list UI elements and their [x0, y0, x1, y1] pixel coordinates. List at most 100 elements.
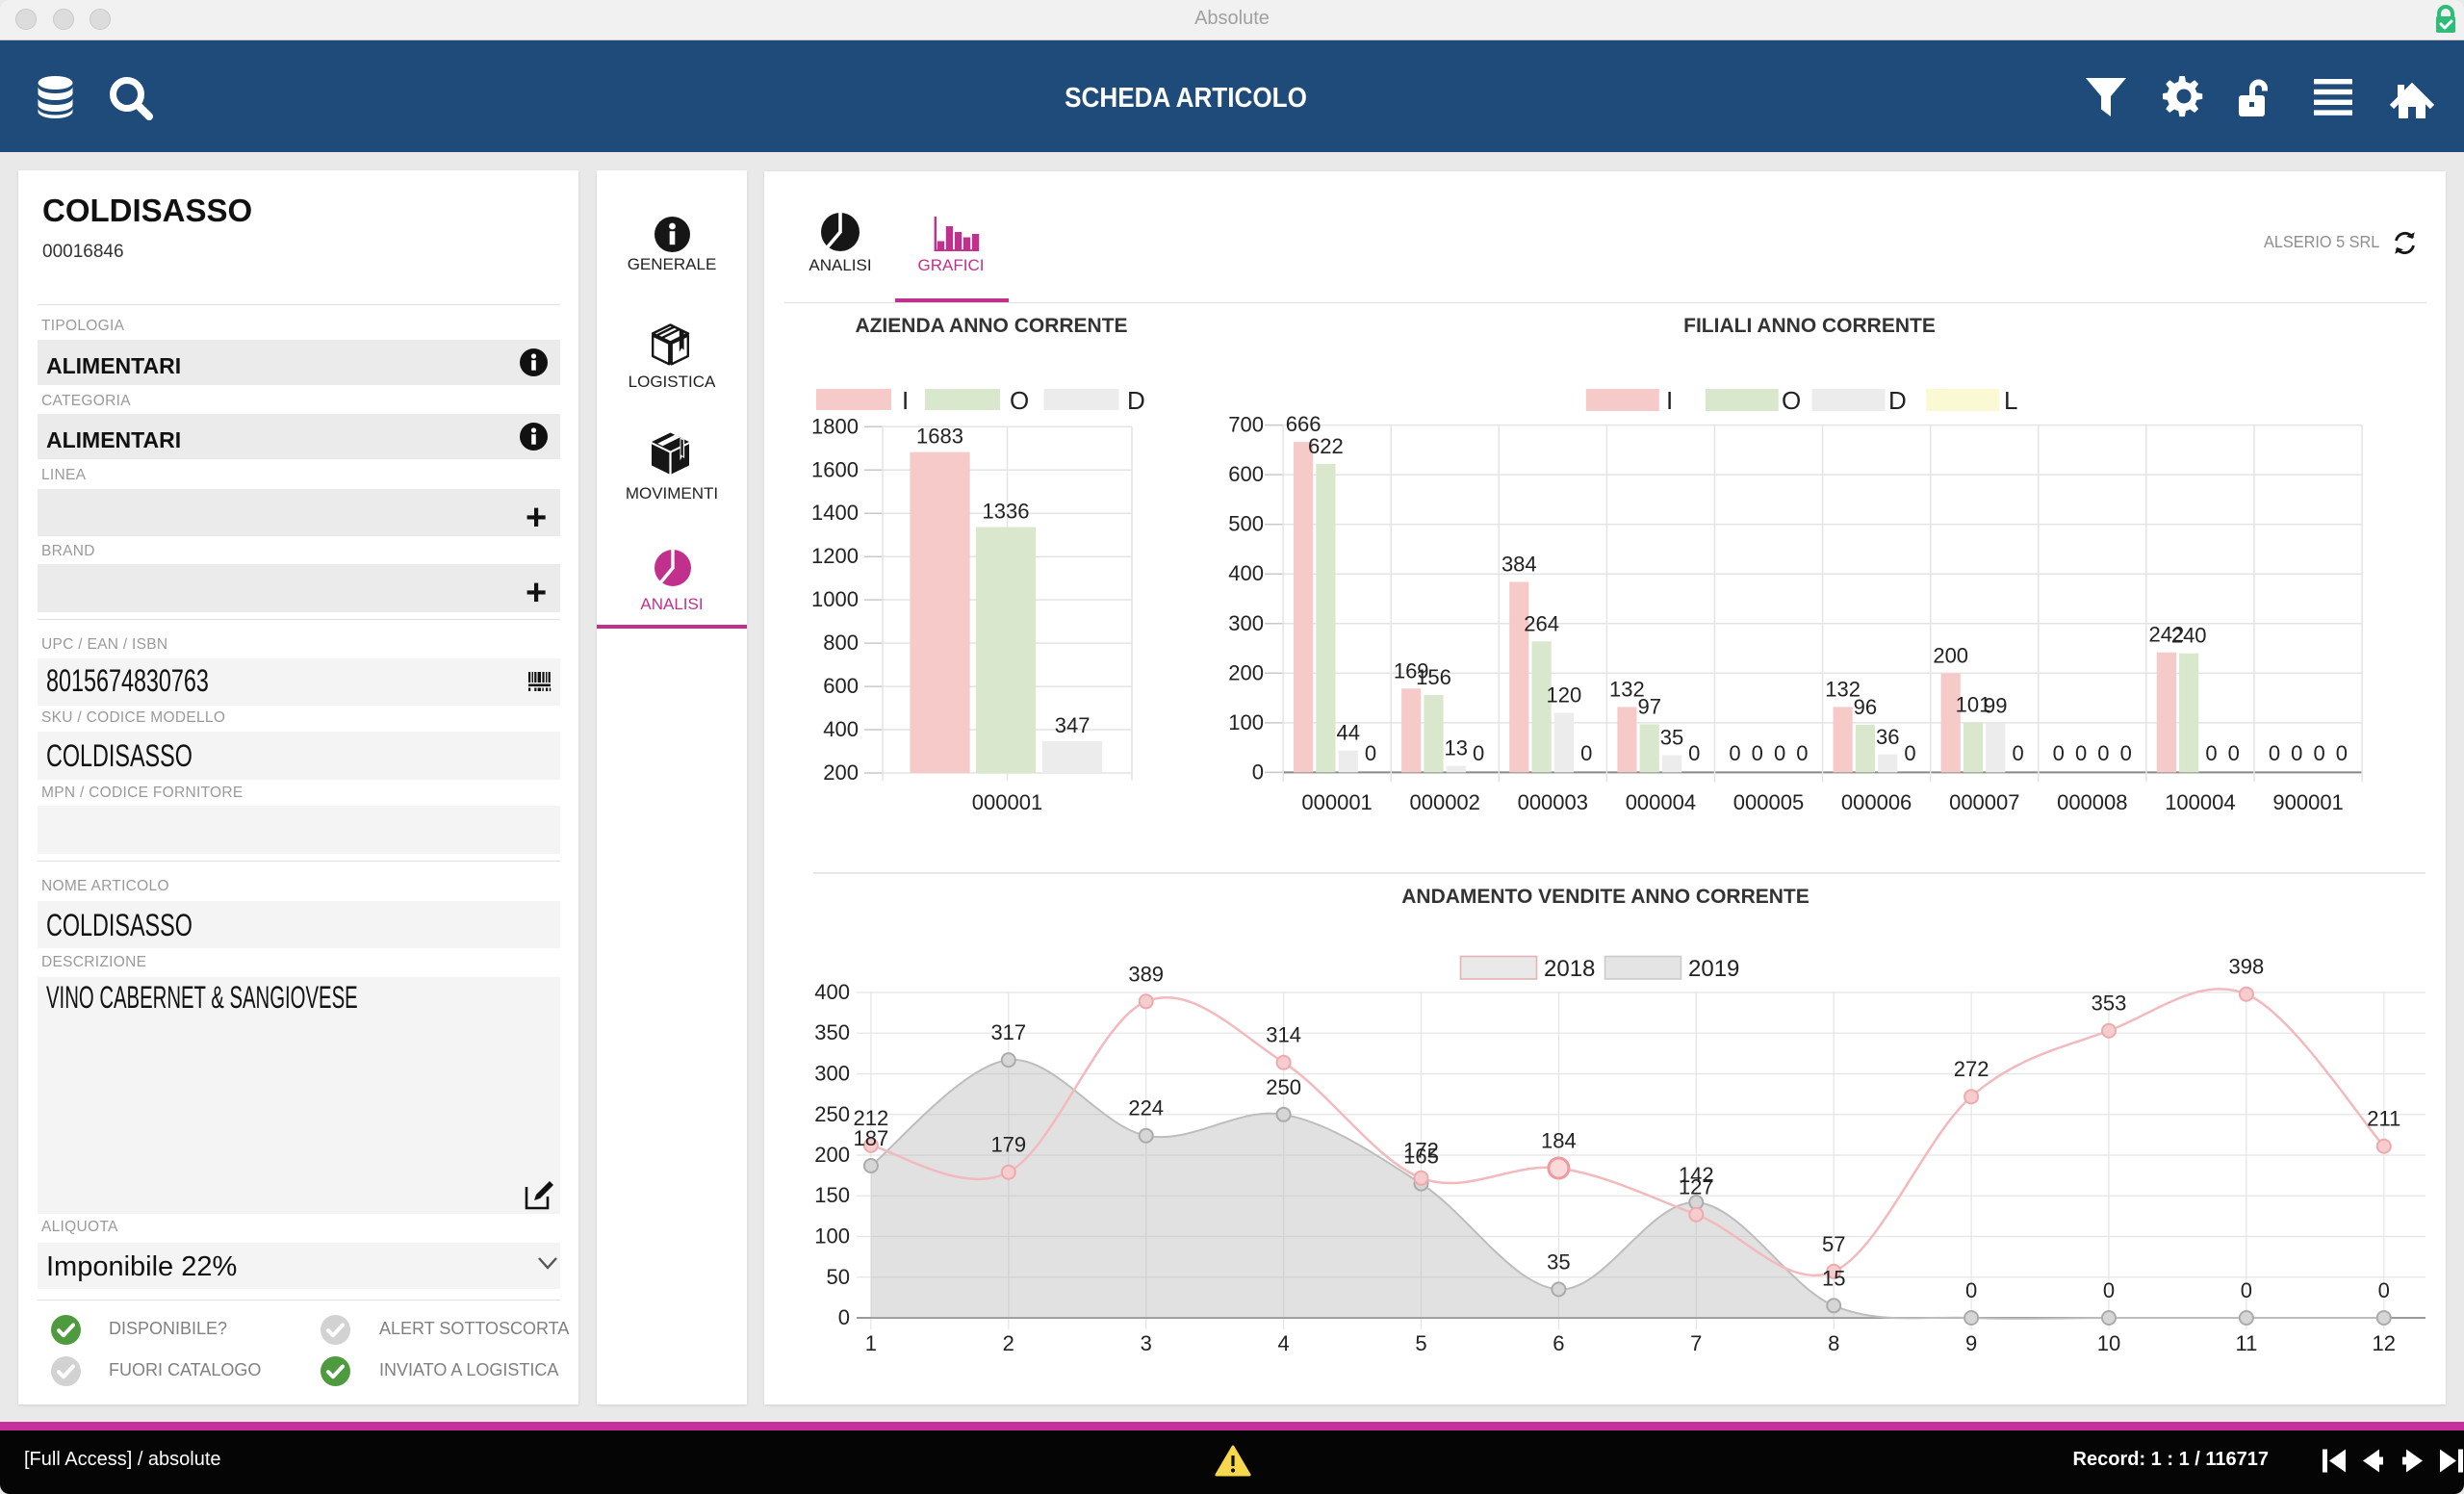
svg-text:1000: 1000: [811, 587, 859, 611]
svg-text:35: 35: [1547, 1249, 1570, 1274]
svg-text:1400: 1400: [811, 501, 859, 525]
svg-text:250: 250: [1266, 1075, 1301, 1099]
svg-text:500: 500: [1228, 512, 1264, 536]
svg-text:000005: 000005: [1733, 790, 1804, 814]
svg-text:398: 398: [2229, 955, 2265, 979]
svg-text:1336: 1336: [983, 500, 1030, 524]
svg-text:384: 384: [1502, 553, 1537, 577]
svg-text:000001: 000001: [1301, 790, 1372, 814]
svg-text:400: 400: [814, 980, 850, 1004]
svg-text:600: 600: [823, 674, 859, 698]
svg-text:0: 0: [1752, 741, 1763, 765]
svg-text:5: 5: [1415, 1331, 1426, 1355]
svg-text:156: 156: [1416, 665, 1451, 689]
svg-text:400: 400: [1228, 561, 1264, 585]
svg-text:0: 0: [1580, 741, 1592, 765]
svg-text:1800: 1800: [811, 414, 859, 438]
svg-text:150: 150: [814, 1183, 850, 1207]
svg-text:I: I: [1666, 386, 1673, 415]
svg-text:000003: 000003: [1518, 790, 1588, 814]
svg-text:0: 0: [1688, 741, 1700, 765]
svg-text:44: 44: [1336, 721, 1359, 745]
svg-text:314: 314: [1266, 1023, 1301, 1047]
svg-text:ANDAMENTO VENDITE ANNO CORRENT: ANDAMENTO VENDITE ANNO CORRENTE: [1401, 886, 1810, 908]
svg-text:0: 0: [2103, 1278, 2115, 1302]
svg-text:0: 0: [1774, 741, 1785, 765]
svg-text:12: 12: [2373, 1331, 2396, 1355]
svg-text:000002: 000002: [1409, 790, 1479, 814]
svg-text:0: 0: [2228, 741, 2240, 765]
svg-text:0: 0: [2053, 741, 2065, 765]
svg-text:50: 50: [827, 1265, 850, 1289]
svg-text:0: 0: [2378, 1278, 2390, 1302]
svg-text:200: 200: [823, 760, 859, 785]
svg-text:800: 800: [823, 631, 859, 655]
svg-text:347: 347: [1055, 713, 1091, 737]
svg-text:0: 0: [2120, 741, 2132, 765]
svg-text:400: 400: [823, 717, 859, 741]
svg-text:200: 200: [1228, 660, 1264, 684]
svg-text:D: D: [1888, 386, 1907, 415]
svg-text:13: 13: [1445, 736, 1468, 760]
svg-text:700: 700: [1228, 413, 1264, 437]
svg-text:0: 0: [2205, 741, 2217, 765]
svg-text:0: 0: [2291, 741, 2302, 765]
svg-text:0: 0: [2241, 1278, 2252, 1302]
svg-text:0: 0: [1796, 741, 1808, 765]
svg-text:300: 300: [1228, 611, 1264, 635]
svg-text:127: 127: [1679, 1175, 1714, 1199]
svg-text:132: 132: [1609, 677, 1645, 701]
svg-text:1200: 1200: [811, 544, 859, 568]
svg-text:101: 101: [1956, 692, 1991, 716]
svg-text:15: 15: [1822, 1266, 1845, 1290]
svg-text:35: 35: [1660, 725, 1683, 749]
svg-text:350: 350: [814, 1020, 850, 1044]
svg-text:11: 11: [2235, 1331, 2257, 1355]
svg-text:2: 2: [1003, 1331, 1014, 1355]
svg-text:1600: 1600: [811, 457, 859, 481]
svg-text:000006: 000006: [1841, 790, 1912, 814]
svg-text:900001: 900001: [2272, 790, 2343, 814]
svg-text:0: 0: [1729, 741, 1740, 765]
svg-text:100: 100: [1228, 710, 1264, 734]
svg-text:169: 169: [1394, 658, 1429, 683]
svg-text:FILIALI ANNO CORRENTE: FILIALI ANNO CORRENTE: [1683, 315, 1936, 337]
svg-text:99: 99: [1984, 693, 2007, 717]
svg-text:317: 317: [990, 1020, 1026, 1044]
svg-text:97: 97: [1637, 694, 1660, 718]
svg-text:172: 172: [1403, 1139, 1439, 1163]
svg-text:I: I: [902, 386, 909, 415]
svg-text:0: 0: [1252, 760, 1264, 784]
svg-text:250: 250: [814, 1102, 850, 1126]
svg-text:0: 0: [1473, 741, 1484, 765]
svg-text:666: 666: [1286, 412, 1322, 436]
svg-text:AZIENDA ANNO CORRENTE: AZIENDA ANNO CORRENTE: [855, 315, 1127, 337]
svg-text:000004: 000004: [1626, 790, 1696, 814]
svg-text:4: 4: [1277, 1331, 1289, 1355]
svg-text:0: 0: [838, 1305, 850, 1329]
svg-text:O: O: [1010, 386, 1029, 415]
svg-text:7: 7: [1690, 1331, 1702, 1355]
svg-text:353: 353: [2092, 992, 2127, 1016]
svg-text:200: 200: [814, 1143, 850, 1167]
svg-text:184: 184: [1541, 1129, 1577, 1153]
svg-text:142: 142: [1679, 1163, 1714, 1187]
svg-text:165: 165: [1403, 1145, 1439, 1169]
svg-text:242: 242: [2149, 623, 2185, 647]
svg-text:211: 211: [2367, 1107, 2400, 1131]
svg-text:1683: 1683: [916, 425, 963, 449]
svg-text:100004: 100004: [2165, 790, 2235, 814]
svg-text:300: 300: [814, 1062, 850, 1086]
svg-text:212: 212: [854, 1106, 889, 1130]
svg-text:200: 200: [1933, 643, 1968, 667]
svg-text:0: 0: [1365, 741, 1376, 765]
svg-text:8: 8: [1828, 1331, 1839, 1355]
svg-text:0: 0: [2012, 741, 2023, 765]
svg-text:224: 224: [1128, 1096, 1164, 1120]
svg-text:D: D: [1127, 386, 1145, 415]
svg-text:3: 3: [1141, 1331, 1152, 1355]
svg-text:2018: 2018: [1544, 956, 1595, 982]
svg-text:000001: 000001: [972, 790, 1042, 814]
svg-text:96: 96: [1854, 695, 1877, 719]
svg-text:100: 100: [814, 1224, 850, 1249]
